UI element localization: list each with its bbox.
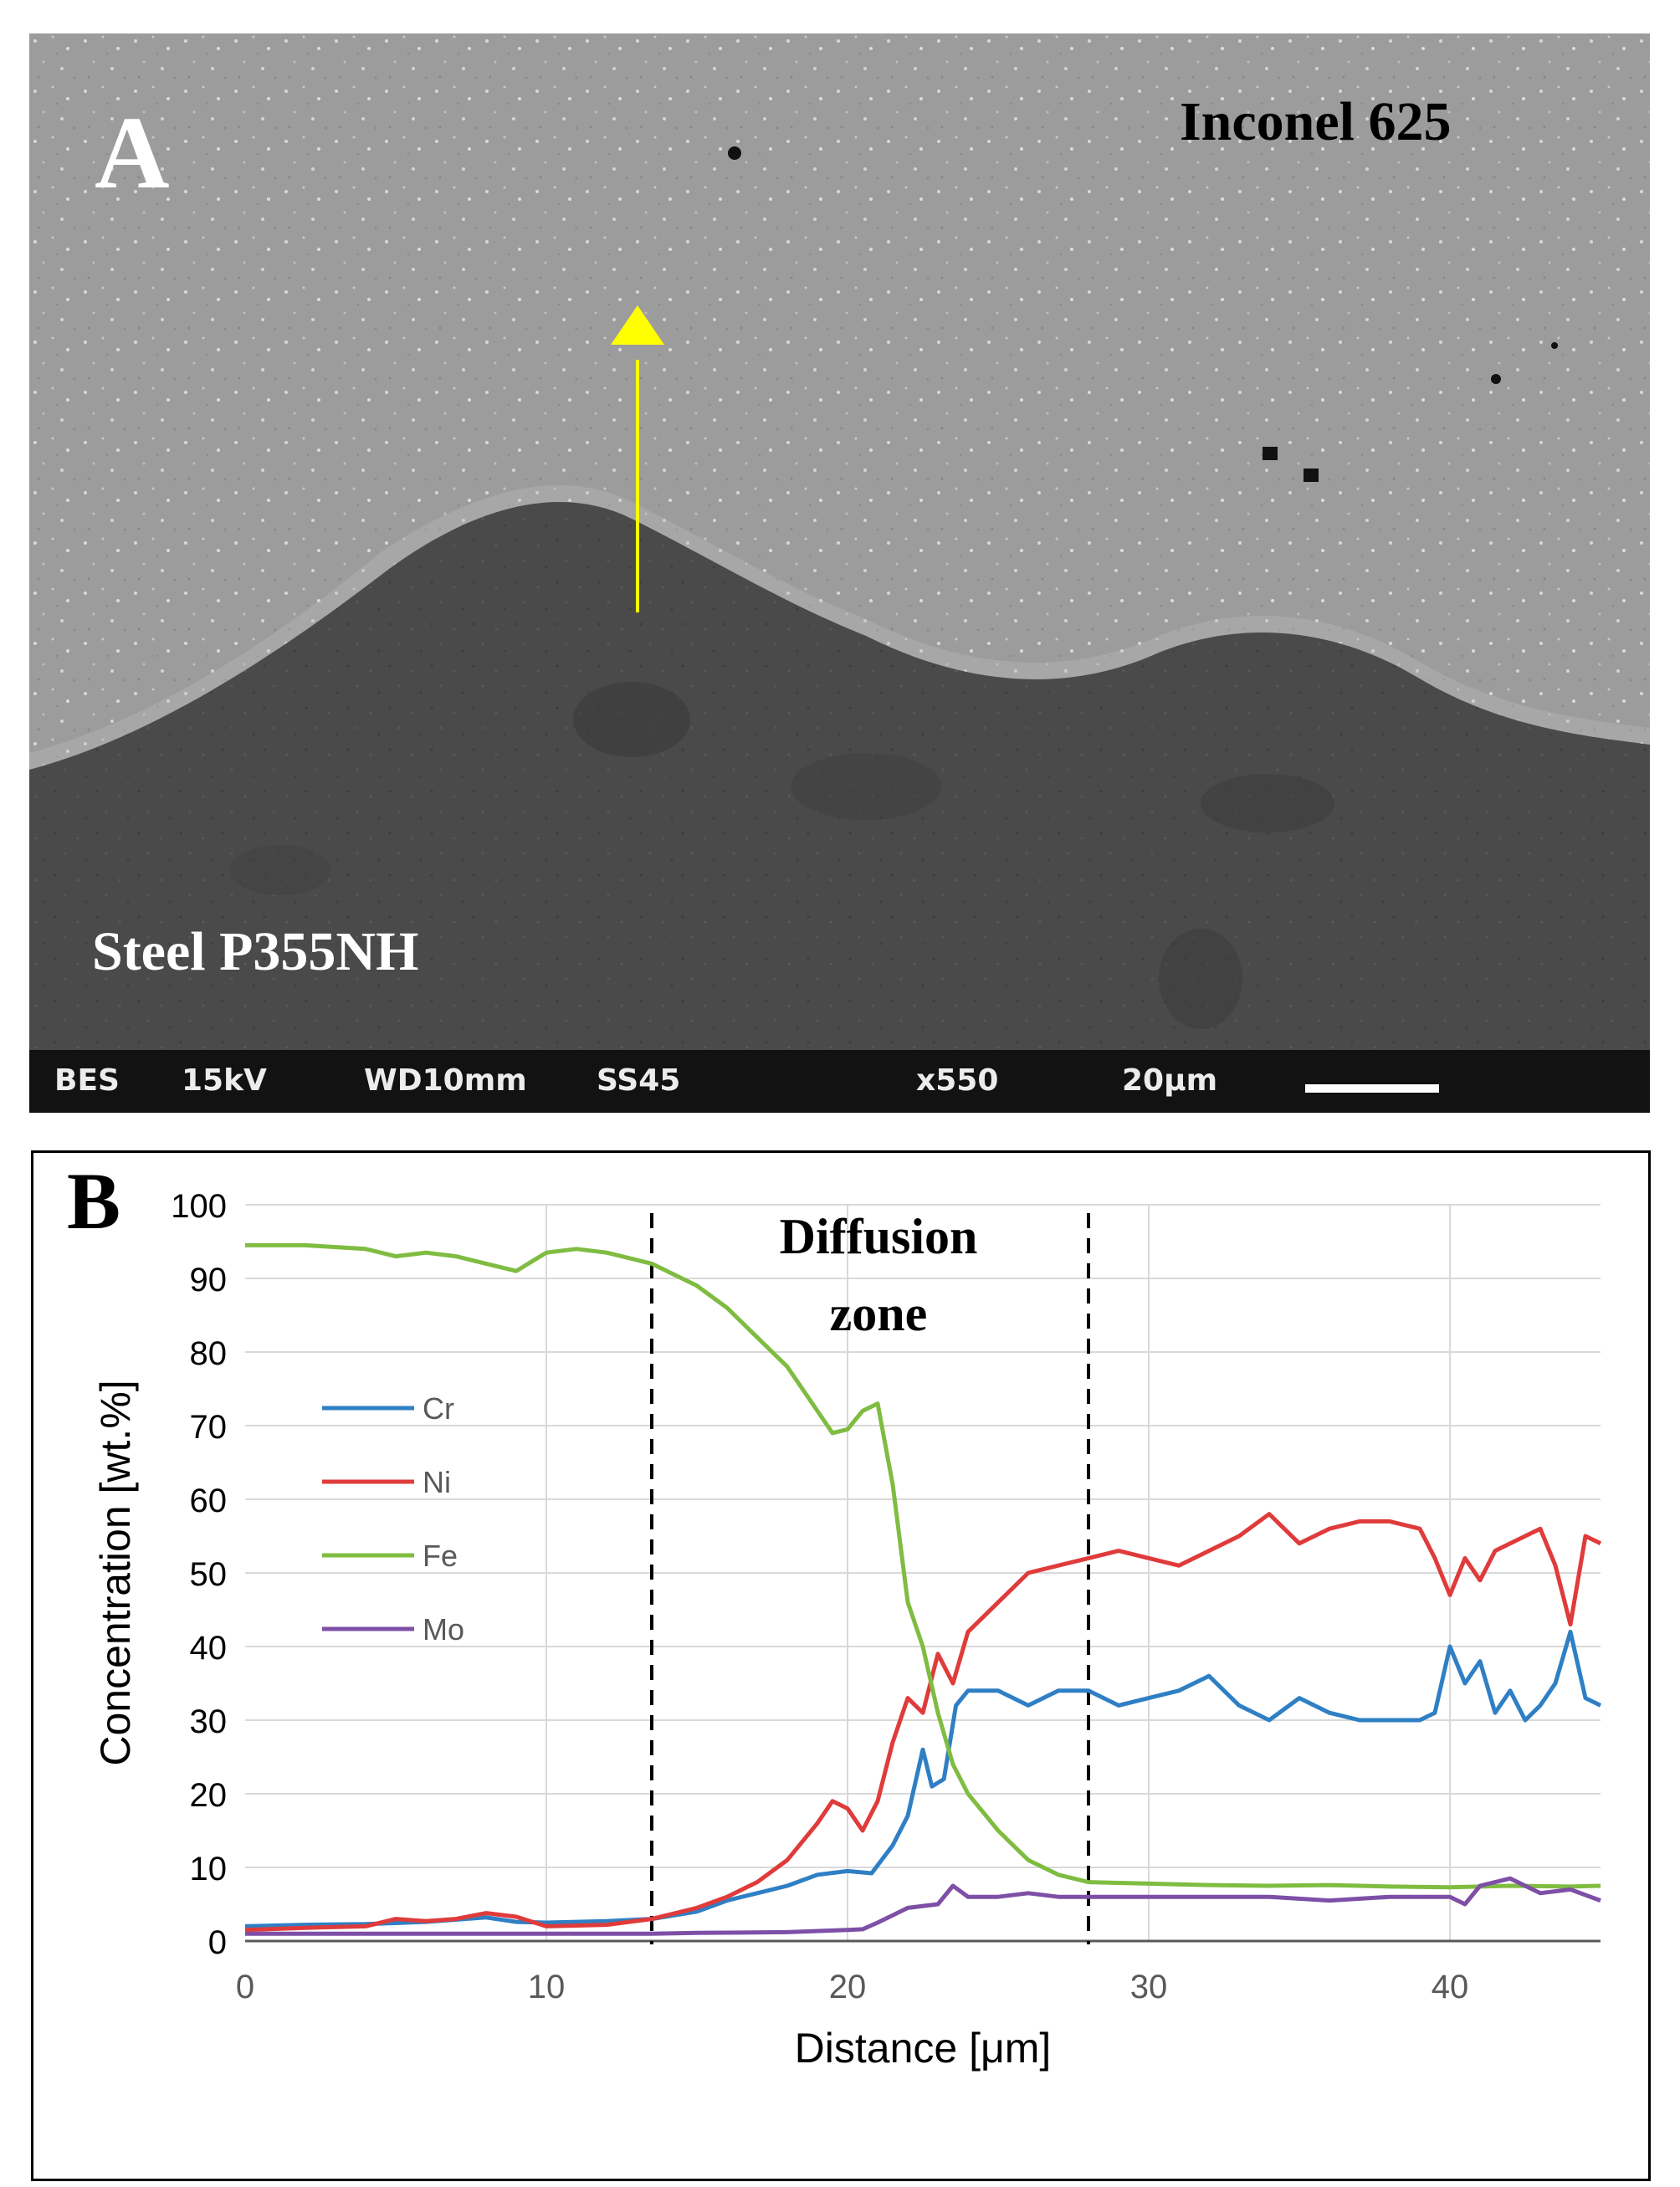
line-scan-chart: 0 10 20 30 40 50 60 70 80 90 100 0 10 20 30 40 Cr Ni Fe Mo… [31,1150,1651,2181]
legend-label-mo: Mo [423,1612,464,1647]
y-tick-label: 50 [190,1556,228,1593]
scale-bar [1305,1084,1439,1093]
sem-scale-label: 20μm [1122,1063,1218,1098]
micrograph-image [29,33,1650,1113]
x-axis-label: Distance [μm] [795,2025,1052,2072]
panel-b-letter: B [67,1156,120,1246]
axes: 0 10 20 30 40 50 60 70 80 90 100 0 10 20 30 40 [171,1188,1601,2005]
sem-magnification: x550 [916,1063,999,1098]
y-tick-label: 10 [190,1851,228,1887]
y-tick-label: 100 [171,1188,227,1225]
grid [245,1204,1601,1941]
series-line-ni [244,1512,1602,1933]
y-tick-label: 40 [190,1630,228,1667]
series-line-mo [245,1876,1601,1936]
legend-label-fe: Fe [423,1539,458,1573]
y-tick-label: 90 [190,1262,228,1298]
sem-working-distance: WD10mm [364,1063,527,1098]
x-tick-label: 20 [829,1969,867,2005]
sem-micrograph: A Inconel 625 Steel P355NH BES 15kV WD10… [29,33,1650,1113]
series [244,1242,1602,1936]
series-line-cr [244,1629,1602,1928]
diffusion-zone-label-line1: Diffusion [780,1209,978,1264]
inconel-label: Inconel 625 [1180,91,1452,152]
x-tick-label: 40 [1432,1969,1469,2005]
steel-label: Steel P355NH [92,921,419,982]
diffusion-bounds [650,1213,1090,1944]
y-axis-label: Concentration [wt.%] [92,1380,139,1765]
sem-detector: BES [54,1063,120,1098]
y-tick-label: 60 [190,1483,228,1519]
y-tick-label: 70 [190,1409,228,1446]
legend: Cr Ni Fe Mo [322,1391,464,1647]
y-tick-label: 0 [208,1924,227,1961]
legend-label-ni: Ni [423,1465,451,1499]
x-tick-label: 30 [1130,1969,1168,2005]
diffusion-zone-label-line2: zone [830,1286,928,1341]
legend-label-cr: Cr [423,1391,454,1426]
arrow-head-icon [611,305,664,345]
y-tick-label: 80 [190,1335,228,1372]
y-tick-label: 20 [190,1777,228,1814]
x-tick-label: 10 [528,1969,566,2005]
panel-a-letter: A [95,95,170,210]
chart-canvas: 0 10 20 30 40 50 60 70 80 90 100 0 10 20 30 40 Cr Ni Fe Mo… [67,1156,1602,2072]
sem-spot-size: SS45 [597,1063,681,1098]
x-tick-label: 0 [236,1969,254,2005]
sem-voltage: 15kV [182,1063,267,1098]
y-tick-label: 30 [190,1703,228,1740]
series-line-fe [245,1242,1601,1890]
sem-info-bar: BES 15kV WD10mm SS45 x550 20μm [29,1050,1650,1113]
